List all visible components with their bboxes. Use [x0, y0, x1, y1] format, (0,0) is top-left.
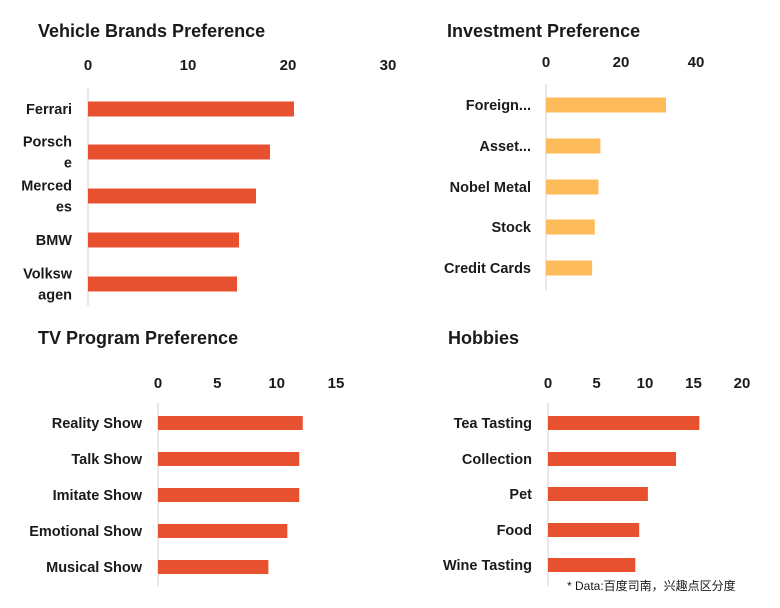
category-label: Reality Show — [52, 416, 143, 432]
bar — [548, 452, 677, 466]
bar — [548, 523, 640, 537]
hobbies-panel: Hobbies 0 5 10 15 20 Tea Tasting Collection Pet… — [443, 328, 750, 586]
bar — [88, 232, 239, 248]
bar — [158, 560, 269, 574]
category-label: Food — [497, 523, 532, 539]
category-label: Asset... — [479, 139, 531, 155]
tick-label: 10 — [268, 375, 285, 392]
tv-program-panel: TV Program Preference 0 5 10 15 Reality Show… — [29, 328, 344, 586]
bar — [88, 188, 256, 204]
category-label: Merced es — [21, 179, 72, 216]
tick-label: 0 — [154, 375, 162, 392]
bar — [158, 524, 288, 538]
bar — [88, 144, 270, 160]
category-label: Credit Cards — [444, 261, 531, 277]
category-label: Stock — [492, 220, 532, 236]
category-label: Tea Tasting — [454, 416, 532, 432]
tick-label: 20 — [280, 57, 297, 74]
tick-label: 20 — [734, 375, 751, 392]
bar — [548, 487, 648, 501]
chart-title: Vehicle Brands Preference — [38, 21, 265, 41]
hobbies-chart: 0 5 10 15 20 Tea Tasting Collection Pet Food Wine… — [443, 375, 750, 586]
bar — [548, 558, 636, 572]
category-label: Ferrari — [26, 102, 72, 118]
chart-title: TV Program Preference — [38, 328, 238, 348]
bar — [546, 260, 593, 276]
tick-label: 10 — [180, 57, 197, 74]
tick-label: 5 — [213, 375, 221, 392]
bar — [158, 488, 300, 502]
tick-label: 0 — [544, 375, 552, 392]
tv-program-chart: 0 5 10 15 Reality Show Talk Show Imitate Show E… — [29, 375, 344, 586]
category-label: Imitate Show — [53, 488, 143, 504]
vehicle-brands-panel: Vehicle Brands Preference 0 10 20 30 Ferrari… — [21, 21, 396, 306]
bar — [546, 179, 599, 195]
category-label: Talk Show — [71, 452, 142, 468]
bar — [546, 219, 595, 235]
category-label: Wine Tasting — [443, 558, 532, 574]
tick-label: 10 — [637, 375, 654, 392]
category-label: Porsch e — [23, 135, 72, 172]
tick-label: 0 — [84, 57, 92, 74]
bar — [158, 416, 303, 430]
bar — [546, 138, 601, 154]
category-label: Nobel Metal — [450, 180, 531, 196]
tick-label: 0 — [542, 54, 550, 71]
bar — [546, 97, 666, 113]
category-label: Emotional Show — [29, 524, 143, 540]
category-label: Musical Show — [46, 560, 143, 576]
chart-title: Investment Preference — [447, 21, 640, 41]
tick-label: 15 — [685, 375, 702, 392]
chart-title: Hobbies — [448, 328, 519, 348]
bar — [548, 416, 700, 430]
tick-label: 5 — [592, 375, 600, 392]
category-label: Foreign... — [466, 98, 531, 114]
bar — [158, 452, 300, 466]
bar — [88, 276, 237, 292]
category-label: Pet — [509, 487, 532, 503]
bar — [88, 101, 294, 117]
category-label: BMW — [36, 233, 73, 249]
tick-label: 15 — [328, 375, 345, 392]
tick-label: 30 — [380, 57, 397, 74]
category-label: Collection — [462, 452, 532, 468]
investment-panel: Investment Preference 0 20 40 Foreign... Ass… — [444, 21, 704, 290]
investment-chart: 0 20 40 Foreign... Asset... Nobel Metal Stock C… — [444, 54, 704, 290]
tick-label: 20 — [613, 54, 630, 71]
vehicle-brands-chart: 0 10 20 30 Ferrari Porsch e Merced es BMW Volksw ag… — [21, 57, 396, 306]
source-note: * Data:百度司南，兴趣点区分度 — [567, 578, 736, 593]
category-label: Volksw agen — [23, 267, 73, 304]
tick-label: 40 — [688, 54, 705, 71]
